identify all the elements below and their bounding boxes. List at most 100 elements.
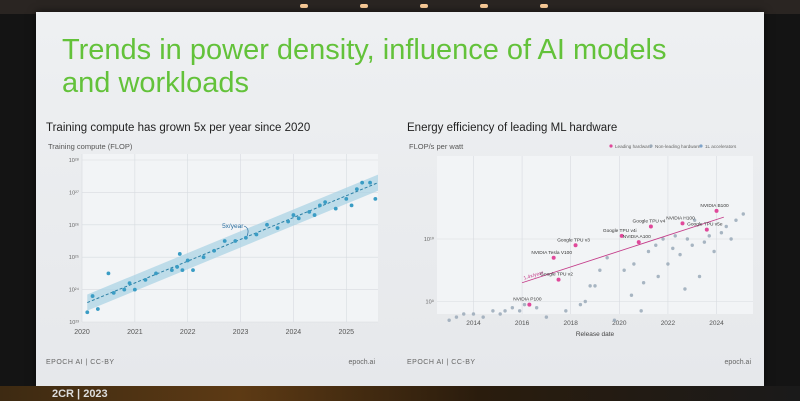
efficiency-other-point [503,309,507,313]
compute-data-point [201,255,206,260]
efficiency-other-point [612,318,617,322]
compute-chart-panel: Training compute has grown 5x per year s… [40,116,385,370]
efficiency-leading-point [619,233,624,238]
efficiency-other-point [741,212,745,216]
efficiency-point-label: NVIDIA H100 [666,215,695,221]
efficiency-legend-marker [649,144,653,148]
efficiency-x-tick-label: 2014 [466,320,481,327]
compute-data-point [360,180,365,185]
efficiency-chart-svg: 2014 2016 2018 2020 2022 2024 10⁹ 10¹⁰ Release d… [424,144,753,338]
efficiency-chart-source: EPOCH AI | CC-BY [407,359,476,366]
slide-title-line-2: and workloads [62,67,249,99]
compute-annotation-arrow [243,225,249,237]
compute-data-point [296,216,301,221]
efficiency-x-tick-label: 2018 [563,320,578,327]
efficiency-legend-label: 1L accelerators [705,144,737,149]
slide-title: Trends in power density, influence of AI… [62,34,752,100]
compute-data-point [154,271,158,276]
efficiency-other-point [578,302,583,307]
efficiency-other-point [471,312,476,316]
efficiency-other-point [632,262,636,266]
compute-data-point [368,180,372,185]
efficiency-other-point [666,262,670,266]
compute-data-point [307,209,312,214]
compute-y-tick-label: 10²⁷ [69,189,79,196]
efficiency-other-point [729,237,733,241]
compute-data-point [333,206,338,211]
efficiency-other-point [719,231,724,235]
compute-chart-svg: 2020 2021 2022 2023 2024 2025 10²³ 10²⁴ 10²⁵ 10²⁶… [69,154,379,336]
efficiency-chart-panel: Energy efficiency of leading ML hardware… [401,116,761,370]
compute-data-point [169,268,174,273]
efficiency-x-tick-label: 2016 [515,320,530,327]
compute-data-point [354,187,359,192]
efficiency-chart-site: epoch.ai [724,359,751,366]
compute-data-point [312,213,317,217]
efficiency-y-tick-label: 10⁹ [426,299,434,306]
efficiency-leading-point [636,240,641,245]
compute-y-tick-label: 10²³ [69,320,79,326]
compute-data-point [254,232,259,237]
efficiency-other-point [673,234,677,238]
efficiency-other-point [517,309,522,313]
ceiling-light [360,4,368,8]
efficiency-other-point [702,240,707,244]
compute-data-point [317,203,322,208]
presentation-slide: Trends in power density, influence of AI… [36,12,764,388]
efficiency-trend-label: 1.4x/year [523,270,545,282]
stage-banner-text: 2CR | 2023 [52,388,108,400]
efficiency-chart-title: Energy efficiency of leading ML hardware [407,122,618,134]
compute-chart-ylabel: Training compute (FLOP) [48,142,133,151]
efficiency-other-point [639,309,643,313]
compute-data-point [95,307,100,311]
efficiency-point-label: NVIDIA Tesla V100 [531,250,572,256]
efficiency-other-point [522,302,527,307]
efficiency-other-point [481,315,485,319]
compute-data-point [349,203,354,208]
ceiling-light [420,4,428,8]
efficiency-legend-marker [609,144,613,148]
efficiency-chart-ylabel: FLOP/s per watt [409,142,464,151]
ceiling-light [480,4,488,8]
compute-data-point [243,235,248,240]
efficiency-other-point [564,309,568,313]
compute-data-point [175,265,180,269]
compute-y-tick-label: 10²⁶ [69,222,79,229]
efficiency-other-point [588,284,592,288]
efficiency-other-point [683,287,687,291]
compute-data-point [265,222,269,227]
efficiency-other-point [622,268,626,272]
efficiency-x-tick-label: 2020 [612,320,627,327]
compute-x-tick-label: 2022 [180,329,196,336]
slide-title-line-1: Trends in power density, influence of AI… [62,34,667,66]
compute-chart-site: epoch.ai [348,359,375,366]
efficiency-other-point [692,218,697,222]
efficiency-leading-point [680,221,685,226]
compute-chart-title: Training compute has grown 5x per year s… [46,122,311,134]
efficiency-other-point [598,268,602,272]
efficiency-leading-point [704,227,709,232]
compute-data-point [180,268,185,273]
efficiency-leading-point [648,224,653,229]
compute-data-point [344,196,349,201]
compute-data-point [90,294,95,298]
efficiency-other-point [724,224,728,229]
efficiency-other-point [641,281,646,285]
efficiency-other-point [605,256,609,260]
efficiency-other-point [690,243,694,247]
efficiency-legend-label: Leading hardware [615,144,652,149]
compute-data-point [286,219,291,224]
compute-data-point [177,252,182,256]
compute-data-point [323,200,328,205]
efficiency-legend-label: Non-leading hardware [655,144,701,149]
compute-chart-source: EPOCH AI | CC-BY [46,359,115,366]
ceiling-light [300,4,308,8]
efficiency-other-point [498,312,502,316]
room-ceiling [0,0,800,14]
compute-data-point [212,248,217,253]
efficiency-other-point [491,309,495,313]
efficiency-x-tick-label: 2024 [709,320,724,327]
ceiling-light [540,4,548,8]
efficiency-plot-area [437,156,753,314]
efficiency-other-point [712,249,716,254]
